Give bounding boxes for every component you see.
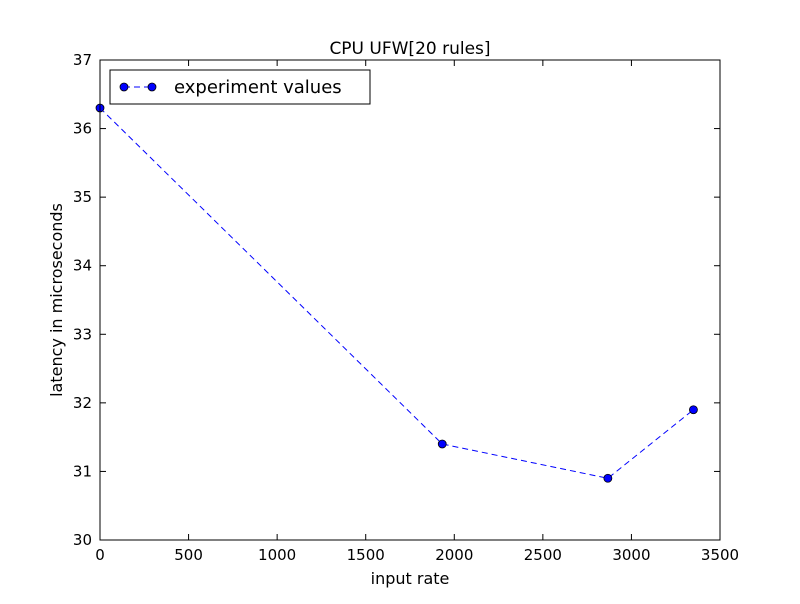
y-tick-label: 34 bbox=[73, 257, 92, 275]
chart-title: CPU UFW[20 rules] bbox=[329, 39, 490, 59]
y-tick-label: 32 bbox=[73, 394, 92, 412]
x-tick-label: 3000 bbox=[612, 546, 650, 564]
series-line bbox=[99, 107, 694, 479]
x-tick-label: 1000 bbox=[258, 546, 296, 564]
ticks-layer: 0 500 1000 1500 2000 2500 3000 3500 30 31 32 33 34 35… bbox=[73, 51, 739, 564]
x-axis-label: input rate bbox=[371, 569, 450, 588]
x-tick-label: 0 bbox=[95, 546, 105, 564]
y-axis-label: latency in microseconds bbox=[47, 203, 66, 397]
x-tick-label: 2500 bbox=[524, 546, 562, 564]
series-layer bbox=[95, 103, 698, 483]
legend-marker bbox=[119, 82, 129, 92]
x-tick-label: 3500 bbox=[701, 546, 739, 564]
y-tick-label: 36 bbox=[73, 120, 92, 138]
x-tick-label: 1500 bbox=[347, 546, 385, 564]
data-point bbox=[437, 439, 447, 449]
legend-marker bbox=[147, 82, 157, 92]
y-tick-label: 31 bbox=[73, 462, 92, 480]
y-tick-label: 33 bbox=[73, 325, 92, 343]
x-tick-label: 500 bbox=[174, 546, 203, 564]
y-tick-label: 35 bbox=[73, 188, 92, 206]
legend: experiment values bbox=[109, 69, 371, 105]
legend-label: experiment values bbox=[174, 77, 342, 98]
data-point bbox=[603, 473, 613, 483]
y-tick-label: 30 bbox=[73, 531, 92, 549]
data-point bbox=[689, 405, 698, 415]
x-tick-label: 2000 bbox=[435, 546, 473, 564]
y-tick-label: 37 bbox=[73, 51, 92, 69]
plot-frame bbox=[99, 59, 721, 541]
